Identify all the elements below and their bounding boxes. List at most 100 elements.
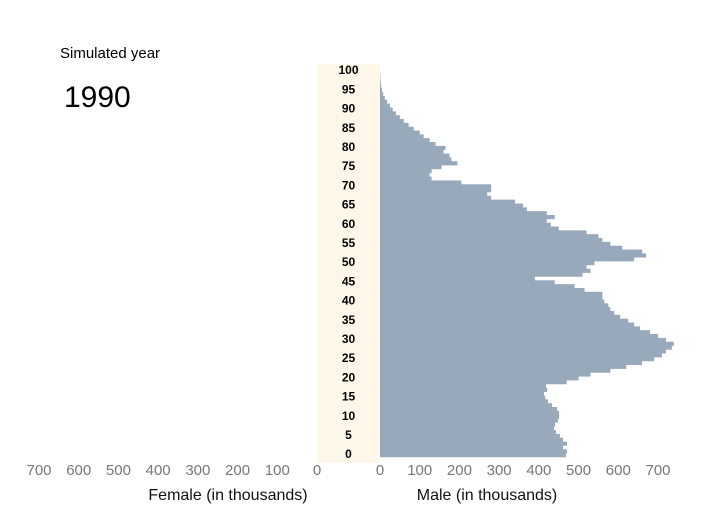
age-label: 80	[342, 140, 356, 154]
bar	[380, 95, 385, 101]
bar	[380, 391, 545, 396]
bar	[380, 103, 390, 108]
bar	[380, 99, 388, 104]
bar	[380, 153, 450, 158]
age-label: 85	[342, 121, 356, 135]
year-caption: Simulated year	[60, 45, 160, 62]
bar	[380, 353, 662, 358]
bar	[380, 311, 615, 316]
female-axis-title: Female (in thousands)	[148, 487, 307, 504]
bar	[380, 172, 430, 177]
bar	[380, 364, 627, 369]
bar	[380, 92, 384, 97]
age-label: 5	[345, 428, 352, 442]
bar	[380, 330, 651, 335]
bar	[380, 449, 568, 454]
bar	[380, 226, 559, 231]
bar	[380, 245, 623, 250]
x-tick-label: 400	[146, 462, 171, 479]
x-tick-label: 100	[265, 462, 290, 479]
age-label: 55	[342, 236, 356, 250]
bar	[380, 253, 647, 258]
x-tick-label: 0	[313, 462, 321, 479]
bar	[380, 238, 603, 243]
bar	[380, 345, 672, 350]
bar	[380, 318, 629, 323]
x-tick-label: 700	[26, 462, 51, 479]
bar	[380, 218, 547, 223]
age-label: 25	[342, 351, 356, 365]
age-label: 35	[342, 313, 356, 327]
bar	[380, 410, 560, 415]
bar	[380, 276, 535, 281]
x-tick-label: 100	[407, 462, 432, 479]
bar	[380, 203, 523, 208]
age-label: 15	[342, 390, 356, 404]
bar	[380, 207, 527, 212]
bar	[380, 168, 432, 174]
bar	[380, 307, 611, 312]
x-tick-label: 600	[66, 462, 91, 479]
bar	[380, 138, 430, 143]
bar	[380, 453, 566, 458]
bar	[380, 372, 591, 377]
bar	[380, 422, 556, 427]
bar	[380, 291, 603, 296]
bar	[380, 334, 658, 339]
bar	[380, 161, 458, 166]
bar	[380, 395, 546, 400]
age-label: 60	[342, 217, 356, 231]
x-tick-label: 200	[447, 462, 472, 479]
bar	[380, 165, 442, 170]
bar	[380, 234, 599, 239]
bar	[380, 211, 547, 216]
bar	[380, 176, 432, 181]
x-tick-label: 500	[106, 462, 131, 479]
bar	[380, 264, 587, 270]
bar	[380, 145, 446, 151]
age-strip	[317, 64, 380, 463]
bar	[380, 115, 400, 120]
x-tick-label: 200	[225, 462, 250, 479]
age-label: 30	[342, 332, 356, 346]
x-tick-label: 700	[645, 462, 670, 479]
bar	[380, 149, 444, 154]
x-tick-label: 500	[566, 462, 591, 479]
age-label: 70	[342, 178, 356, 192]
bar	[380, 441, 568, 446]
bar	[380, 418, 558, 423]
bar	[380, 272, 583, 277]
x-tick-label: 300	[487, 462, 512, 479]
bar	[380, 268, 591, 273]
bar	[380, 299, 605, 304]
bar	[380, 368, 611, 373]
bar	[380, 399, 548, 404]
bar	[380, 241, 611, 247]
age-label: 10	[342, 409, 356, 423]
bar	[380, 349, 666, 354]
bar	[380, 157, 452, 162]
bar	[380, 407, 558, 412]
x-tick-label: 400	[526, 462, 551, 479]
age-label: 65	[342, 198, 356, 212]
bar	[380, 88, 382, 93]
bar	[380, 387, 548, 392]
age-label: 75	[342, 159, 356, 173]
bar	[380, 284, 575, 289]
bar	[380, 383, 547, 389]
bar	[380, 134, 424, 139]
x-tick-label: 0	[376, 462, 384, 479]
bar	[380, 322, 635, 327]
age-label: 45	[342, 274, 356, 288]
bar	[380, 360, 643, 366]
age-label: 20	[342, 370, 356, 384]
bar	[380, 437, 564, 442]
bar	[380, 326, 641, 331]
bar	[380, 280, 555, 285]
x-tick-label: 600	[606, 462, 631, 479]
bar	[380, 403, 552, 408]
age-label: 40	[342, 294, 356, 308]
bar	[380, 215, 555, 220]
age-label: 50	[342, 255, 356, 269]
